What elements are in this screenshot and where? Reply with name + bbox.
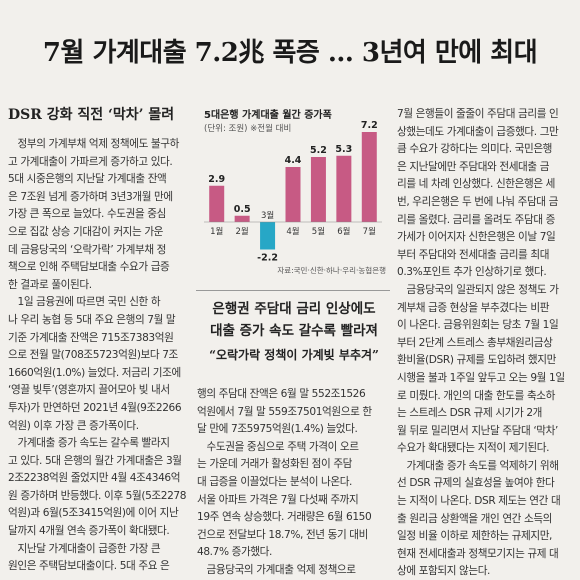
- text-line: 이 나온다. 금융위원회는 당초 7월 1일: [397, 319, 559, 332]
- text-line: 7월 은행들이 줄줄이 주담대 금리를 인: [397, 108, 559, 120]
- text-line: 번, 우리은행은 두 번에 나눠 주담대 금: [397, 195, 558, 208]
- bar-2: [234, 215, 250, 222]
- text-line: 은 7조원 넘게 증가하며 3년3개월 만에: [8, 190, 173, 203]
- article-column-middle: 행의 주담대 잔액은 6월 말 552조1526 억원에서 7월 말 559조75…: [197, 386, 382, 580]
- text-line: 큼 수요가 강하다는 의미다. 국민은행: [397, 143, 553, 156]
- text-line: 금융당국의 가계대출 억제 정책으로: [206, 563, 357, 576]
- text-line: 리를 올렸다. 금리를 올려도 주담대 증: [397, 213, 555, 226]
- text-line: 고 가계대출이 가파르게 증가하고 있다.: [8, 155, 173, 168]
- pullquote-line-3: “오락가락 정책이 가계빚 부추겨”: [209, 348, 379, 362]
- chart-title: 5대은행 가계대출 월간 증가폭: [204, 110, 332, 121]
- text-line: 수도권을 중심으로 주택 가격이 오르: [206, 440, 359, 453]
- text-line: 부터 2단계 스트레스 총부채원리금상: [397, 336, 553, 349]
- text-line: 시행을 불과 1주일 앞두고 오는 9월 1일: [397, 371, 565, 384]
- text-line: 선 DSR 규제의 실효성을 높여야 한다: [397, 477, 555, 490]
- text-line: 가세가 이어지자 신한은행은 이날 7일: [397, 231, 556, 244]
- bar-3: [260, 222, 276, 250]
- text-line: 상에 포함되지 않는다.: [397, 565, 491, 578]
- text-line: 출 원리금 상환액을 개인 연간 소득의: [397, 512, 553, 525]
- value-label-5: 5.2: [310, 145, 327, 156]
- text-line: 가장 큰 폭으로 늘었다. 수도권을 중심: [8, 208, 166, 221]
- text-line: 달 만에 7조5975억원(1.4%) 늘었다.: [197, 423, 358, 436]
- text-line: 2조2238억원 줄었지만 4월 4조4346억: [8, 472, 181, 485]
- pullquote-line-1: 은행권 주담대 금리 인상에도: [212, 301, 376, 317]
- text-line: 1660억원(1.0%) 늘었다. 저금리 기조에: [8, 366, 181, 379]
- bar-1: [209, 185, 225, 222]
- text-line: 정부의 가계부채 억제 정책에도 불구하: [17, 138, 180, 150]
- category-label-2: 2월: [236, 226, 249, 237]
- pullquote-line-2: 대출 증가 속도 갈수록 빨라져: [210, 323, 378, 339]
- text-line: 책으로 인해 주택담보대출 수요가 급증: [8, 261, 170, 274]
- text-line: 으로 전월 말(708조5723억원)보다 7조: [8, 349, 178, 362]
- text-line: 지난달 가계대출이 급증한 가장 큰: [17, 542, 161, 555]
- text-line: 원 증가하며 반등했다. 이후 5월(5조2278: [8, 489, 187, 502]
- text-line: 수요가 확대됐다는 지적이 제기된다.: [397, 442, 550, 455]
- text-line: 건으로 전달보다 18.7%, 전년 동기 대비: [197, 528, 368, 541]
- text-line: 0.3%포인트 추가 인상하기로 했다.: [397, 266, 547, 279]
- category-label-6: 6월: [337, 226, 350, 237]
- value-label-7: 7.2: [361, 120, 378, 131]
- text-line: 는 스트레스 DSR 규제 시기가 2개: [397, 407, 543, 420]
- text-line: 19주 연속 상승했다. 거래량은 6월 6150: [197, 511, 372, 524]
- bar-7: [361, 132, 377, 222]
- value-label-4: 4.4: [285, 155, 302, 166]
- text-line: 억원) 이후 가장 큰 증가폭이다.: [8, 419, 139, 432]
- value-label-3: -2.2: [257, 253, 278, 264]
- text-line: 는 가운데 거래가 활성화된 점이 주담: [197, 458, 353, 471]
- text-line: 대 급증을 이끌었다는 분석이 나온다.: [197, 475, 353, 488]
- bar-4: [285, 167, 301, 222]
- text-line: 계부채 급증 현상을 부추겼다는 비판: [397, 301, 550, 314]
- bar-5: [310, 157, 326, 222]
- category-label-3: 3월: [261, 210, 274, 221]
- headline: 7월 가계대출 7.2兆 폭증 … 3년여 만에 최대: [42, 38, 538, 68]
- text-line: 로 미뤘다. 개인의 대출 한도를 축소하: [397, 389, 555, 402]
- text-line: 금융당국의 일관되지 않은 정책도 가: [406, 283, 559, 296]
- text-line: 부터 주담대와 전세대출 금리를 최대: [397, 248, 550, 261]
- text-line: 억원에서 7월 말 559조7501억원으로 한: [197, 405, 372, 418]
- text-line: 투자)가 만연하던 2021년 4월(9조2266: [8, 401, 182, 414]
- text-line: 억원)과 6월(5조3415억원)에 이어 지난: [8, 507, 179, 520]
- text-line: 서울 아파트 가격은 7월 다섯째 주까지: [197, 493, 359, 506]
- text-line: 월 뒤로 밀리면서 지난달 주담대 ‘막차’: [397, 424, 558, 437]
- text-line: 고 있다. 5대 은행의 월간 가계대출은 3월: [8, 454, 182, 467]
- bar-chart: 5대은행 가계대출 월간 증가폭 (단위: 조원) ※전월 대비 2.9 1월 0.…: [198, 102, 388, 287]
- text-line: 가계대출 증가 속도를 억제하기 위해: [406, 459, 559, 472]
- text-line: 상했는데도 가계대출이 급증했다. 그만: [397, 125, 559, 138]
- category-label-5: 5월: [312, 226, 325, 237]
- category-label-7: 7월: [363, 226, 376, 237]
- text-line: ‘영끌 빚투’(영혼까지 끌어모아 빚 내서: [8, 384, 170, 397]
- text-line: 원인은 주택담보대출이다. 5대 주요 은: [8, 560, 170, 573]
- value-label-1: 2.9: [208, 174, 225, 185]
- text-line: 현재 전세대출과 정책모기지는 규제 대: [397, 547, 559, 560]
- text-line: 데 금융당국의 ‘오락가락’ 가계부채 정: [8, 243, 166, 256]
- chart-unit-note: (단위: 조원) ※전월 대비: [204, 124, 292, 134]
- chart-plot: 2.9 1월 0.5 2월 -2.2 3월 4.4 4월 5.2 5월 5.3 6월 7.2 7월: [204, 120, 382, 264]
- category-label-1: 1월: [210, 226, 223, 237]
- value-label-6: 5.3: [335, 144, 352, 155]
- text-line: 나 우리 농협 등 5대 주요 은행의 7월 말: [8, 313, 176, 326]
- text-line: 으로 집값 상승 기대감이 커지는 가운: [8, 225, 164, 238]
- text-line: 가계대출 증가 속도는 갈수록 빨라지: [17, 437, 170, 450]
- text-line: 기준 가계대출 잔액은 715조7383억원: [8, 331, 174, 344]
- text-line: 한 결과로 풀이된다.: [8, 278, 92, 291]
- text-line: 행의 주담대 잔액은 6월 말 552조1526: [197, 388, 366, 400]
- text-line: 48.7% 증가했다.: [197, 546, 272, 559]
- text-line: 리를 네 차례 인상했다. 신한은행은 세: [397, 178, 555, 191]
- pullquote: 은행권 주담대 금리 인상에도 대출 증가 속도 갈수록 빨라져 “오락가락 정…: [196, 298, 392, 366]
- text-line: 은 지난달에만 주담대와 전세대출 금: [397, 160, 550, 173]
- text-line: 는 지적이 나온다. DSR 제도는 연간 대: [397, 495, 561, 508]
- chart-source: 자료:국민·신한·하나·우리·농협은행: [277, 266, 386, 275]
- text-line: 1일 금융권에 따르면 국민 신한 하: [17, 296, 161, 309]
- category-label-4: 4월: [286, 226, 299, 237]
- subhead: DSR 강화 직전 ‘막차’ 몰려: [8, 107, 175, 123]
- text-line: 일정 비율 이하로 제한하는 규제지만,: [397, 530, 553, 543]
- text-line: 달까지 4개월 연속 증가폭이 확대됐다.: [8, 525, 170, 538]
- value-label-2: 0.5: [234, 204, 251, 215]
- text-line: 환비율(DSR) 규제를 도입하려 했지만: [397, 354, 556, 367]
- bar-6: [336, 155, 352, 222]
- pullquote-rule: [196, 290, 390, 291]
- text-line: 5대 시중은행의 지난달 가계대출 잔액: [8, 173, 167, 186]
